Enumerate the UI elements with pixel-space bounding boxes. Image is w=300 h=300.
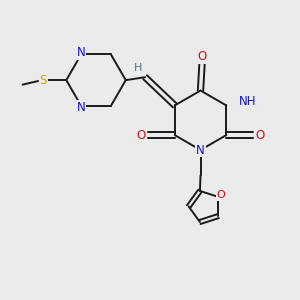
Text: O: O [136,129,145,142]
Text: N: N [196,143,205,157]
Text: N: N [77,101,85,114]
Text: NH: NH [239,95,256,108]
Text: O: O [256,129,265,142]
Text: O: O [197,50,207,63]
Text: H: H [134,63,143,73]
Text: O: O [217,190,226,200]
Text: N: N [77,46,85,59]
Text: S: S [40,74,47,87]
